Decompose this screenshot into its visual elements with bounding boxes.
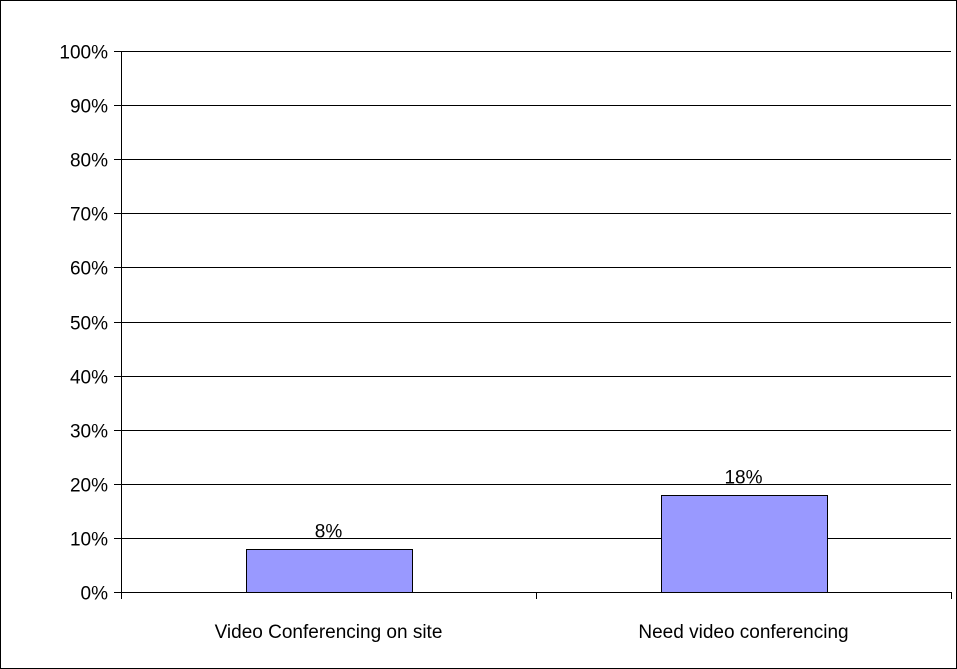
bars <box>246 495 828 593</box>
y-tick-label: 100% <box>59 43 108 64</box>
bar <box>661 495 828 593</box>
bar-value-label: 8% <box>315 522 343 543</box>
y-tick-label: 10% <box>70 530 108 551</box>
y-tick-label: 30% <box>70 422 108 443</box>
x-category-label: Video Conferencing on site <box>215 622 443 643</box>
y-tick-label: 70% <box>70 205 108 226</box>
y-tick-label: 80% <box>70 151 108 172</box>
y-tick-label: 0% <box>81 584 109 605</box>
y-tick-label: 60% <box>70 259 108 280</box>
x-category-label: Need video conferencing <box>638 622 848 643</box>
y-tick-label: 90% <box>70 97 108 118</box>
bar-value-label: 18% <box>724 468 762 489</box>
y-tick-label: 50% <box>70 314 108 335</box>
y-tick-label: 20% <box>70 476 108 497</box>
y-axis: 0% 10% 20% 30% 40% 50% 60% 70% 80% 90% 100% <box>59 43 122 605</box>
y-tick-label: 40% <box>70 368 108 389</box>
bar <box>246 549 413 593</box>
data-labels: 8% 18% <box>315 468 763 543</box>
